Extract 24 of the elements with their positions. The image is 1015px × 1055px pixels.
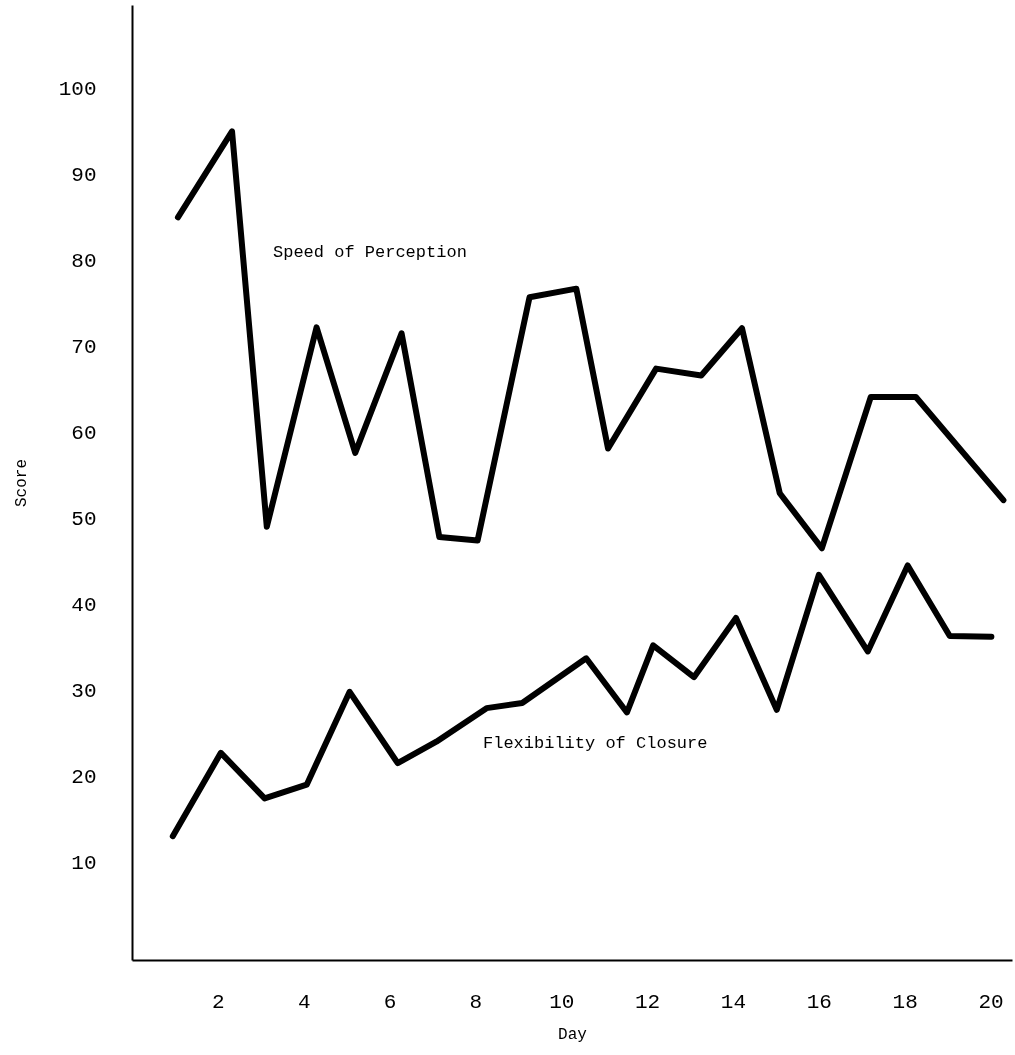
x-tick-label: 10 — [549, 990, 575, 1014]
x-tick-label: 20 — [978, 990, 1004, 1014]
x-tick-label: 6 — [383, 990, 397, 1014]
x-tick-label: 4 — [297, 990, 311, 1014]
x-tick-label: 2 — [212, 990, 225, 1014]
series-label: Flexibility of Closure — [483, 734, 708, 753]
y-tick-label: 50 — [71, 507, 97, 531]
y-tick-label: 60 — [71, 421, 97, 445]
y-tick-label: 10 — [71, 851, 97, 875]
y-tick-label: 20 — [71, 765, 97, 789]
y-tick-label: 80 — [71, 249, 97, 273]
y-tick-label: 90 — [71, 163, 97, 187]
y-tick-label: 40 — [71, 593, 97, 617]
y-axis-title: Score — [12, 458, 31, 508]
x-tick-label: 8 — [469, 990, 483, 1014]
x-tick-label: 12 — [635, 990, 661, 1014]
x-tick-label: 14 — [720, 990, 747, 1014]
y-tick-label: 70 — [71, 335, 97, 359]
x-tick-label: 18 — [892, 990, 918, 1014]
y-tick-label: 100 — [58, 77, 97, 101]
series-label: Speed of Perception — [273, 243, 467, 262]
x-tick-label: 16 — [806, 990, 832, 1014]
y-tick-label: 30 — [71, 679, 97, 703]
x-axis-title: Day — [558, 1025, 588, 1044]
